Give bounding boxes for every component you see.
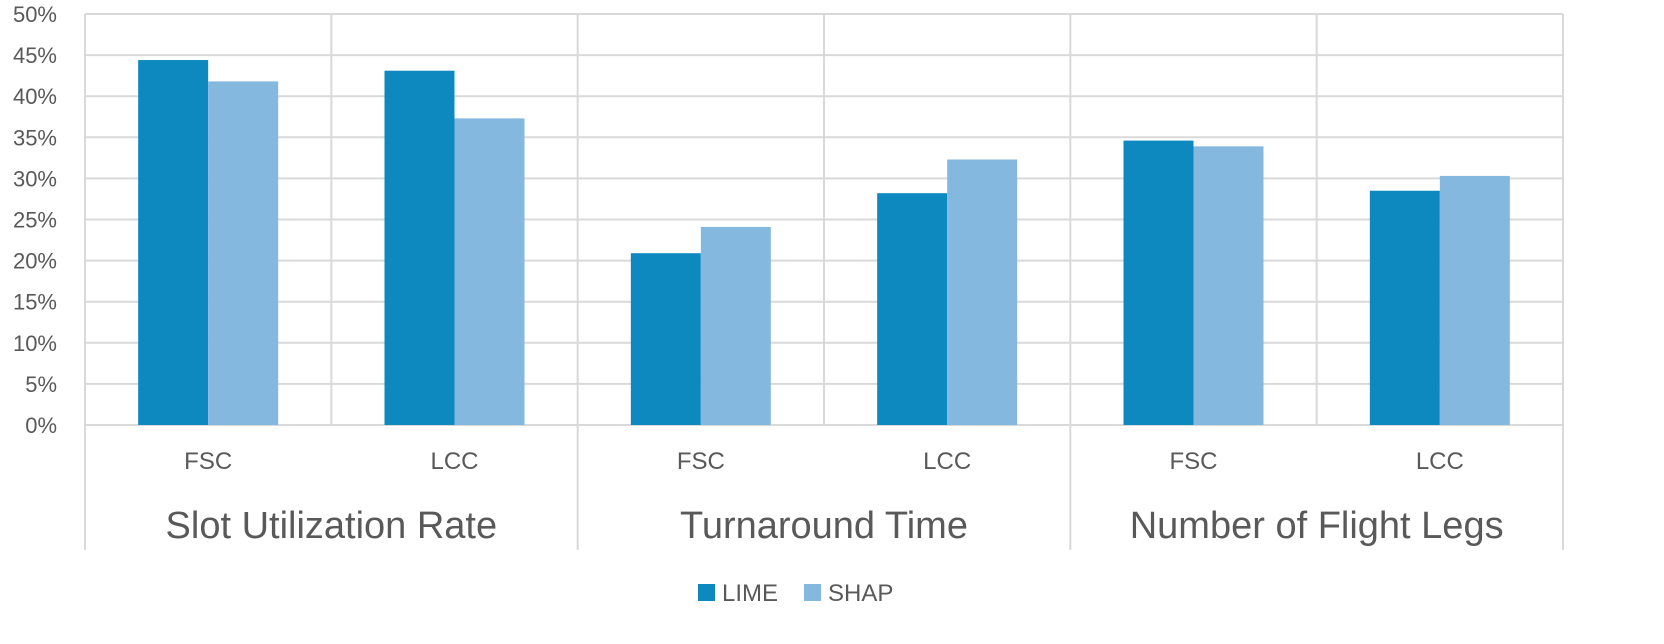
legend-label-lime: LIME <box>722 580 778 607</box>
bar-shap <box>700 226 771 425</box>
bar-shap <box>454 118 525 426</box>
bar-shap <box>1193 146 1264 426</box>
category-label: FSC <box>1170 448 1218 475</box>
bar-lime <box>1369 190 1440 425</box>
group-label: Slot Utilization Rate <box>166 505 498 547</box>
category-label: FSC <box>677 448 725 475</box>
bars <box>138 60 1510 426</box>
group-label: Turnaround Time <box>680 505 968 547</box>
y-tick-label: 50% <box>13 2 57 27</box>
category-separators <box>84 14 1564 550</box>
y-tick-label: 0% <box>25 413 57 438</box>
bar-lime <box>138 60 209 425</box>
legend-swatch-lime <box>698 584 715 601</box>
legend: LIME SHAP <box>698 580 893 607</box>
bar-lime <box>384 70 455 425</box>
bar-lime <box>877 193 948 425</box>
legend-swatch-shap <box>804 584 821 601</box>
legend-label-shap: SHAP <box>828 580 893 607</box>
category-label: LCC <box>1416 448 1464 475</box>
y-tick-label: 5% <box>25 372 57 397</box>
group-label: Number of Flight Legs <box>1130 505 1504 547</box>
x-axis-labels: FSC LCC FSC LCC FSC LCC Slot Utilization Rate T… <box>166 448 1504 547</box>
y-tick-label: 45% <box>13 43 57 68</box>
category-label: LCC <box>430 448 478 475</box>
y-axis-ticks: 0% 5% 10% 15% 20% 25% 30% 35% 40% 45% 50% <box>13 2 57 438</box>
bar-lime <box>1123 140 1194 425</box>
bar-shap <box>947 159 1018 425</box>
bar-lime <box>630 253 701 425</box>
y-tick-label: 20% <box>13 249 57 274</box>
y-tick-label: 25% <box>13 208 57 233</box>
y-tick-label: 35% <box>13 125 57 150</box>
y-tick-label: 30% <box>13 166 57 191</box>
category-label: LCC <box>923 448 971 475</box>
category-label: FSC <box>184 448 232 475</box>
y-tick-label: 10% <box>13 331 57 356</box>
bar-shap <box>208 81 279 426</box>
bar-shap <box>1439 175 1510 425</box>
y-tick-label: 40% <box>13 84 57 109</box>
y-tick-label: 15% <box>13 290 57 315</box>
